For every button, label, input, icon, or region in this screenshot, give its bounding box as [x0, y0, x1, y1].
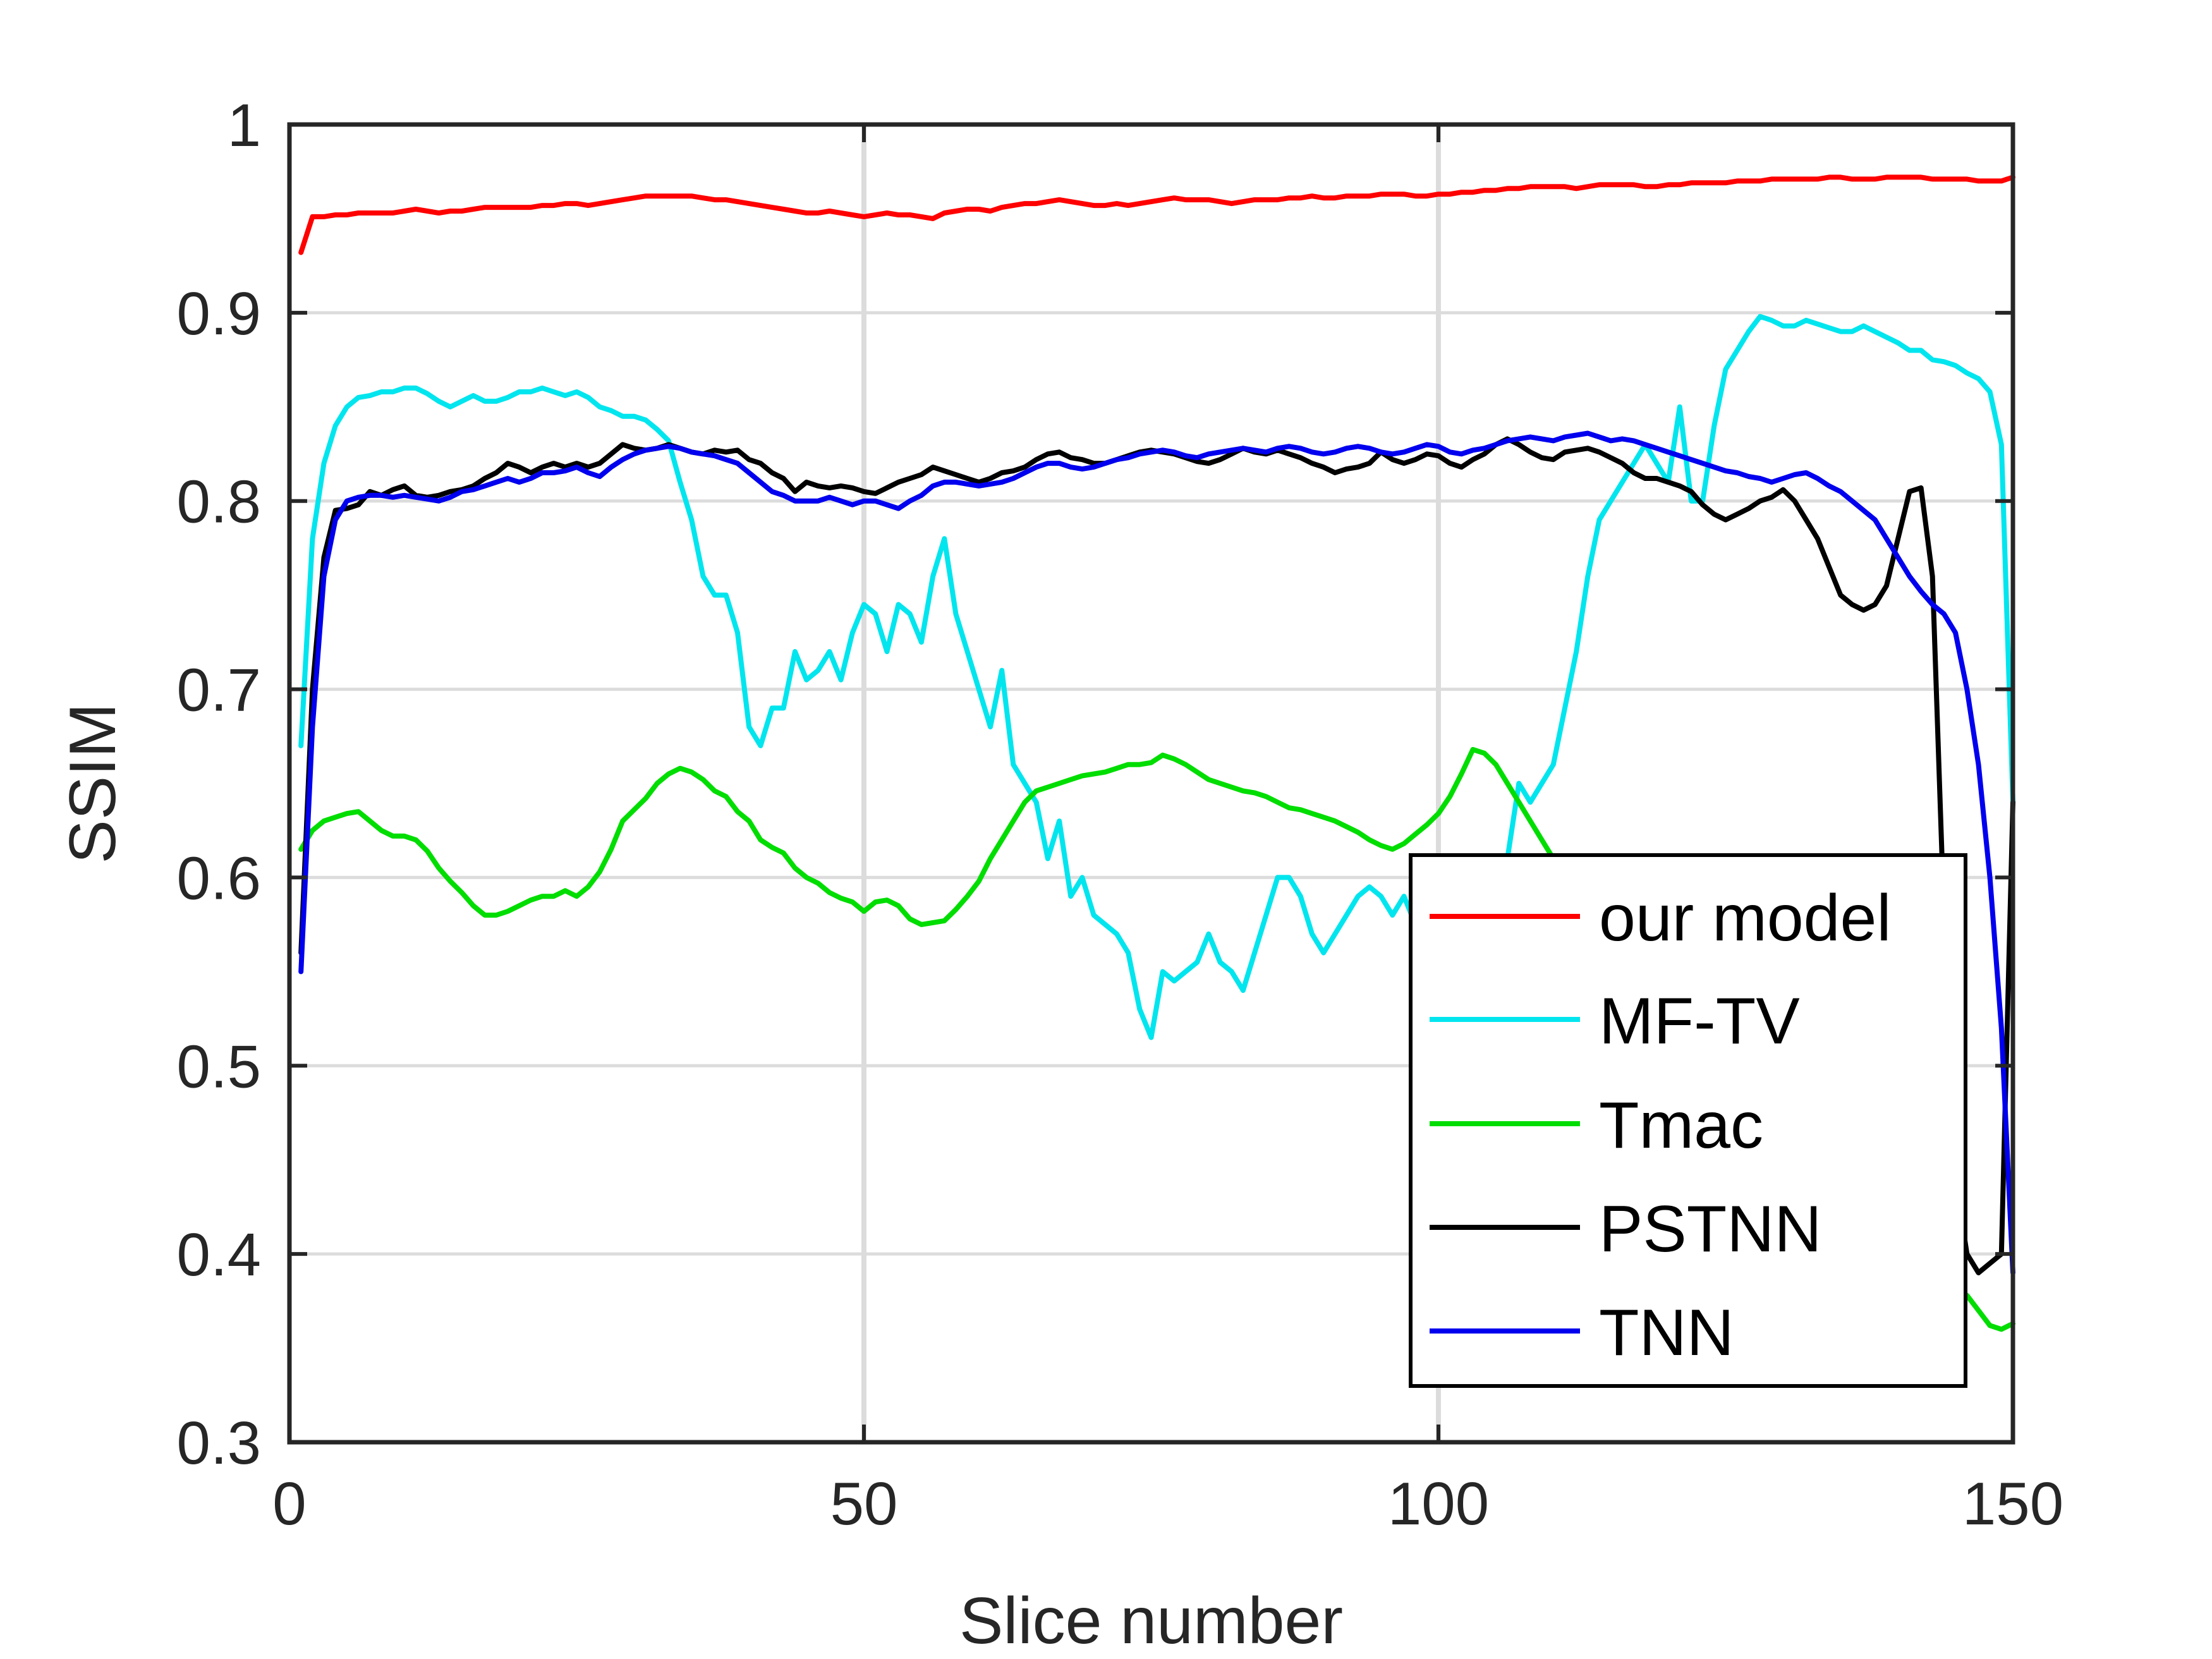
y-tick-label: 0.8	[177, 468, 261, 536]
y-tick-label: 1	[228, 92, 261, 159]
series-line-our-model	[298, 174, 2015, 255]
legend-box	[1409, 853, 1967, 1388]
y-tick-label: 0.6	[177, 844, 261, 912]
y-tick-label: 0.4	[177, 1221, 261, 1289]
x-axis-label: Slice number	[959, 1584, 1343, 1658]
y-tick-label: 0.5	[177, 1033, 261, 1100]
legend-label: our model	[1599, 882, 1891, 955]
legend-label: Tmac	[1599, 1089, 1763, 1162]
y-tick-label: 0.3	[177, 1409, 261, 1477]
x-tick-label: 0	[272, 1470, 306, 1538]
y-tick-label: 0.9	[177, 280, 261, 348]
x-tick-label: 50	[830, 1470, 898, 1538]
legend-label: PSTNN	[1599, 1193, 1821, 1266]
x-tick-label: 150	[1962, 1470, 2063, 1538]
legend-label: MF-TV	[1599, 985, 1800, 1058]
series-line-mf-tv	[298, 313, 2015, 1040]
axis-ticks	[288, 123, 2015, 1444]
grid-lines	[289, 125, 2013, 1442]
legend-entries: our model MF-TV Tmac PSTNN TNN	[1430, 882, 1891, 1370]
plot-series	[298, 174, 2015, 1332]
legend: our model MF-TV Tmac PSTNN TNN	[1409, 853, 1967, 1388]
y-tick-label: 0.7	[177, 657, 261, 724]
y-axis-label: SSIM	[56, 703, 130, 863]
legend-label: TNN	[1599, 1296, 1734, 1370]
tick-labels: 0 50 100 150 0.3 0.4 0.5 0.6 0.7 0.8 0.9 1	[177, 92, 2064, 1538]
series-line-tnn	[298, 430, 2015, 1275]
axes-box	[287, 122, 2015, 1445]
x-tick-label: 100	[1388, 1470, 1489, 1538]
